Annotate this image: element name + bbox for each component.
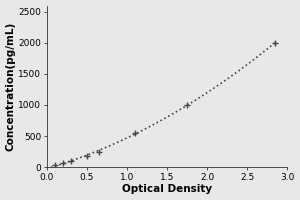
Y-axis label: Concentration(pg/mL): Concentration(pg/mL) [6,22,16,151]
X-axis label: Optical Density: Optical Density [122,184,212,194]
